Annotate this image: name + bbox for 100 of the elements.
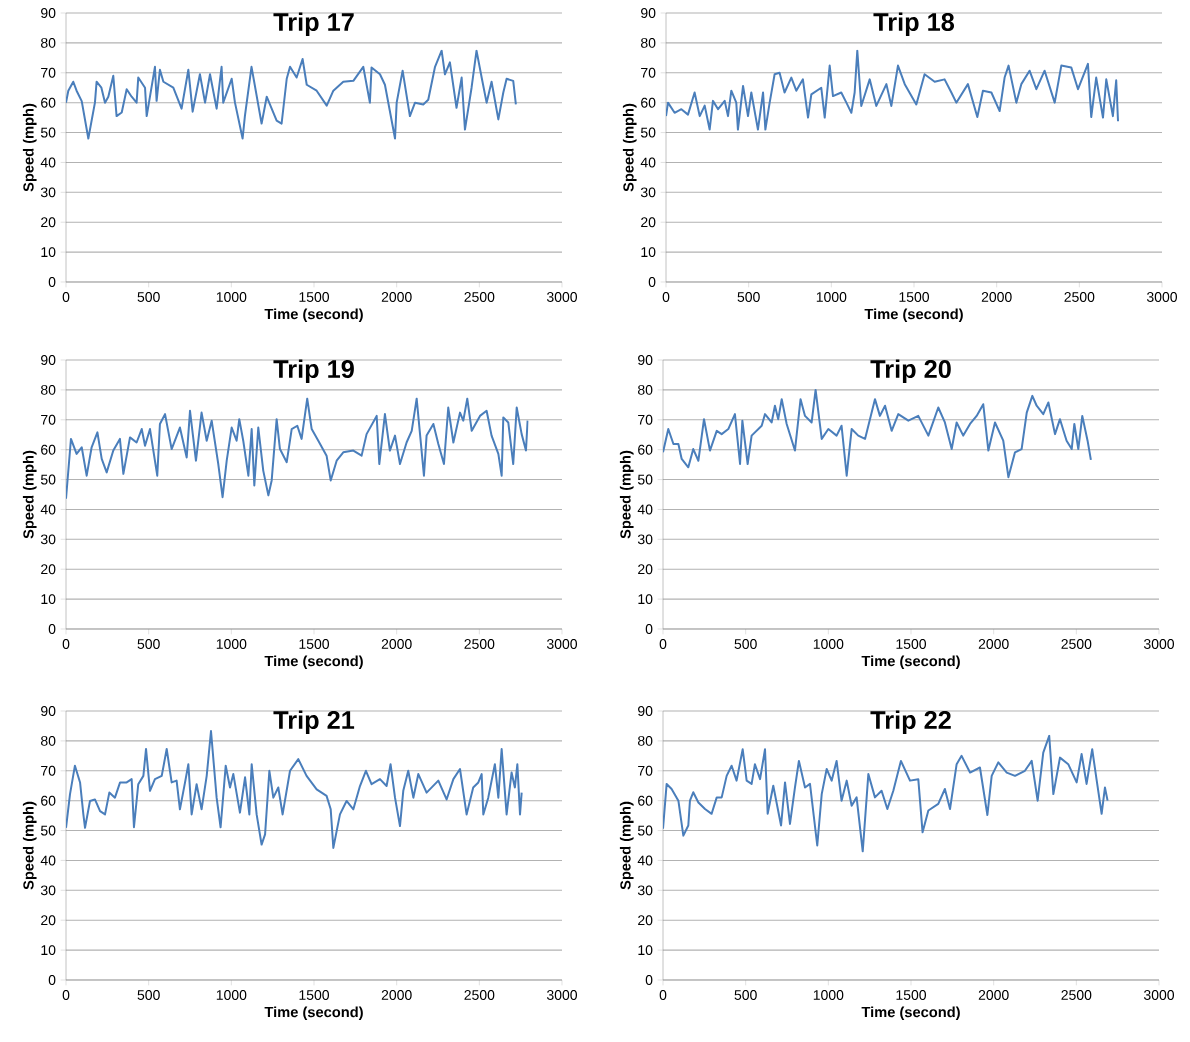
y-tick-label: 90 — [41, 8, 56, 18]
x-tick-label: 1000 — [216, 990, 247, 1000]
y-tick-label: 70 — [41, 765, 56, 776]
y-tick-label: 50 — [40, 127, 56, 138]
y-tick-label: 20 — [41, 915, 56, 926]
x-tick-label: 2500 — [464, 292, 495, 302]
x-axis-title: Time (second) — [264, 655, 363, 670]
x-tick-label: 0 — [62, 639, 70, 649]
x-tick-label: 0 — [62, 990, 70, 1000]
y-tick-label: 90 — [638, 355, 653, 365]
y-tick-label: 30 — [637, 534, 653, 545]
y-tick-label: 50 — [637, 825, 653, 836]
x-tick-label: 1000 — [216, 292, 247, 302]
y-tick-label: 10 — [41, 594, 56, 605]
y-axis-title: Speed (mph) — [22, 103, 37, 192]
line-series — [66, 397, 529, 500]
y-tick-label: 40 — [40, 157, 56, 168]
x-tick-label: 0 — [62, 292, 70, 302]
x-tick-label: 0 — [662, 292, 670, 302]
x-tick-label: 500 — [137, 292, 160, 302]
y-tick-label: 10 — [41, 945, 56, 956]
x-tick-label: 500 — [734, 639, 757, 649]
chart-title: Trip 17 — [273, 12, 354, 37]
x-tick-label: 2500 — [464, 639, 495, 649]
y-tick-label: 0 — [48, 624, 56, 634]
x-tick-label: 0 — [659, 639, 667, 649]
y-axis-title: Speed (mph) — [22, 450, 37, 539]
y-tick-label: 0 — [645, 975, 653, 985]
y-tick-label: 30 — [40, 885, 56, 896]
x-tick-label: 1500 — [299, 292, 330, 302]
x-tick-label: 1500 — [899, 292, 930, 302]
x-axis-title: Time (second) — [861, 655, 960, 670]
y-tick-label: 40 — [40, 504, 56, 515]
x-tick-label: 3000 — [1143, 990, 1175, 1000]
x-tick-label: 3000 — [546, 990, 578, 1000]
x-tick-label: 3000 — [546, 639, 578, 649]
y-tick-label: 60 — [641, 97, 656, 108]
y-tick-label: 80 — [40, 735, 56, 746]
x-tick-label: 500 — [737, 292, 760, 302]
y-tick-label: 40 — [637, 504, 653, 515]
x-tick-label: 1500 — [299, 990, 330, 1000]
x-tick-label: 1000 — [813, 639, 844, 649]
y-tick-label: 40 — [40, 855, 56, 866]
y-tick-label: 50 — [40, 825, 56, 836]
y-tick-label: 80 — [637, 735, 653, 746]
x-tick-label: 2500 — [1061, 990, 1092, 1000]
x-tick-label: 1500 — [896, 990, 927, 1000]
y-tick-label: 20 — [41, 217, 56, 228]
y-tick-label: 10 — [638, 594, 653, 605]
y-tick-label: 80 — [637, 384, 653, 395]
y-tick-label: 90 — [41, 706, 56, 716]
x-tick-label: 500 — [137, 639, 160, 649]
y-axis-title: Speed (mph) — [622, 103, 637, 192]
x-axis-title: Time (second) — [861, 1006, 960, 1021]
y-tick-label: 0 — [648, 277, 656, 287]
x-axis-title: Time (second) — [864, 308, 963, 323]
y-tick-label: 30 — [40, 534, 56, 545]
x-tick-label: 500 — [734, 990, 757, 1000]
line-series — [66, 49, 517, 140]
chart-title: Trip 19 — [273, 359, 354, 384]
line-series — [663, 388, 1092, 479]
x-tick-label: 1500 — [896, 639, 927, 649]
y-tick-label: 20 — [41, 564, 56, 575]
x-tick-label: 500 — [137, 990, 160, 1000]
chart-title: Trip 18 — [873, 12, 955, 37]
y-tick-label: 90 — [638, 706, 653, 716]
y-tick-label: 40 — [637, 855, 653, 866]
x-tick-label: 2000 — [981, 292, 1012, 302]
y-tick-label: 20 — [638, 564, 653, 575]
y-tick-label: 20 — [638, 915, 653, 926]
y-tick-label: 0 — [48, 277, 56, 287]
y-tick-label: 30 — [40, 187, 56, 198]
x-tick-label: 2000 — [381, 292, 412, 302]
x-axis-title: Time (second) — [264, 308, 363, 323]
y-tick-label: 60 — [41, 795, 56, 806]
x-tick-label: 1500 — [299, 639, 330, 649]
x-tick-label: 2000 — [978, 990, 1009, 1000]
y-tick-label: 60 — [638, 444, 653, 455]
y-tick-label: 60 — [638, 795, 653, 806]
x-tick-label: 0 — [659, 990, 667, 1000]
y-axis-title: Speed (mph) — [619, 450, 634, 539]
y-tick-label: 60 — [41, 97, 56, 108]
y-tick-label: 0 — [645, 624, 653, 634]
y-tick-label: 0 — [48, 975, 56, 985]
y-tick-label: 60 — [41, 444, 56, 455]
y-tick-label: 70 — [638, 414, 653, 425]
x-tick-label: 2000 — [381, 990, 412, 1000]
chart-title: Trip 22 — [870, 710, 951, 735]
x-tick-label: 2500 — [1064, 292, 1095, 302]
x-tick-label: 2000 — [978, 639, 1009, 649]
y-tick-label: 70 — [641, 67, 656, 78]
y-tick-label: 70 — [638, 765, 653, 776]
y-tick-label: 70 — [41, 67, 56, 78]
y-tick-label: 30 — [637, 885, 653, 896]
x-tick-label: 1000 — [216, 639, 247, 649]
y-axis-title: Speed (mph) — [619, 801, 634, 890]
x-tick-label: 3000 — [1143, 639, 1175, 649]
x-tick-label: 2500 — [464, 990, 495, 1000]
y-axis-title: Speed (mph) — [22, 801, 37, 890]
chart-title: Trip 20 — [870, 359, 951, 384]
